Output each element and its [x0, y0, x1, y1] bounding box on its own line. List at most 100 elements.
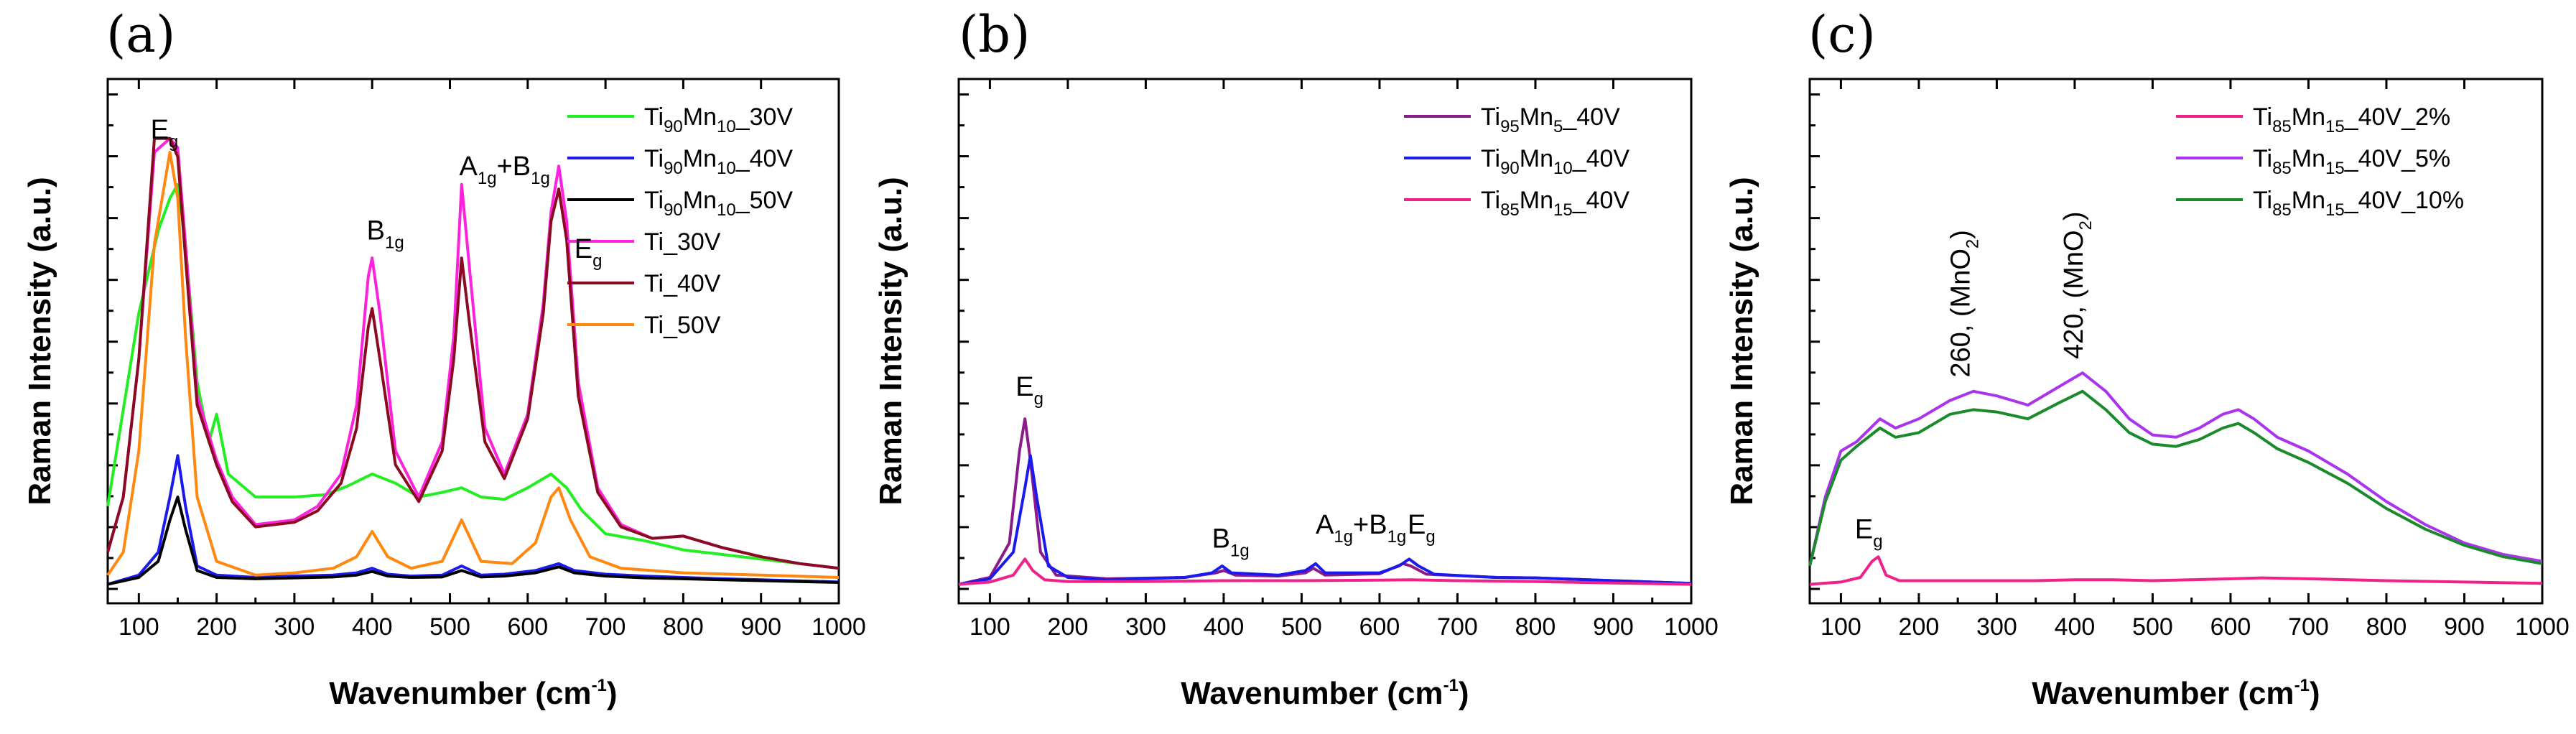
legend-tail: _40V_5% — [2344, 145, 2450, 172]
legend-base: Ti — [644, 270, 664, 297]
legend-sub2: 15 — [1553, 200, 1573, 220]
x-tick-label: 600 — [507, 613, 548, 641]
x-tick-label: 900 — [740, 613, 781, 641]
peak-annotation: Eg — [575, 234, 603, 271]
x-tick-label: 900 — [2444, 613, 2485, 641]
x-tick-label: 400 — [352, 613, 393, 641]
x-tick-label: 700 — [1437, 613, 1478, 641]
panel-label: (a) — [106, 5, 175, 64]
series-line-Ti90Mn10_30V — [106, 182, 840, 570]
legend-base: Ti — [644, 103, 664, 131]
legend: Ti85Mn15_40V_2% Ti85Mn15_40V_5% Ti85Mn15_4… — [2176, 103, 2464, 220]
x-tick-label: 300 — [274, 613, 315, 641]
panel-label: (b) — [959, 5, 1030, 64]
legend-sub1: 85 — [2272, 117, 2292, 136]
x-tick-label: 200 — [196, 613, 237, 641]
x-axis-label: Wavenumber (cm-1) — [2032, 676, 2320, 711]
series-line-Ti85Mn15_40V_10% — [1808, 389, 2543, 567]
x-axis-label-exponent: -1 — [2294, 676, 2310, 695]
x-tick-label: 700 — [585, 613, 626, 641]
legend-tail: _40V — [1572, 187, 1630, 214]
legend-sub2: 5 — [1553, 117, 1563, 136]
legend-label: Ti90Mn10_40V — [644, 145, 793, 178]
annotation-text2: +B — [1353, 510, 1387, 540]
legend-mid: Mn — [1520, 187, 1553, 214]
legend-base: Ti — [644, 228, 664, 256]
annotation-sub: g — [1034, 389, 1043, 409]
legend-sub2: 10 — [1553, 159, 1573, 178]
series-line-Ti90Mn10_40V — [107, 454, 840, 586]
x-axis-label-exponent: -1 — [592, 676, 607, 695]
x-tick-label: 900 — [1593, 613, 1634, 641]
peak-annotation: Eg — [151, 115, 179, 152]
annotation-tail: ) — [2059, 211, 2089, 220]
legend-label: Ti85Mn15_40V_10% — [2253, 187, 2464, 220]
legend-label: Ti_30V — [644, 228, 721, 256]
legend-label: Ti90Mn10_40V — [1481, 145, 1629, 178]
legend-mid: Mn — [683, 103, 717, 131]
peak-annotation: A1g+B1g — [1316, 510, 1406, 547]
series-group — [106, 136, 840, 586]
series-group — [1808, 371, 2543, 586]
legend-tail: _40V — [1572, 145, 1630, 172]
x-tick-label: 400 — [2055, 613, 2096, 641]
legend-mid: Mn — [683, 145, 717, 172]
legend-base: Ti — [1481, 145, 1500, 172]
x-axis-label-close: ) — [607, 676, 618, 711]
panel-1: (a) 100 200 300 400 500 600 700 800 900 1000 Wavenu… — [22, 5, 866, 711]
legend-sub2: 15 — [2325, 117, 2345, 136]
panel-2: (b) 100 200 300 400 500 600 700 800 900 1000 Wavenu… — [873, 5, 1719, 711]
annotation-text2: +B — [497, 152, 531, 182]
x-axis-label-close: ) — [1459, 676, 1469, 711]
peak-annotation: B1g — [367, 216, 404, 253]
annotation-sub: g — [169, 132, 178, 152]
legend-label: Ti_40V — [644, 270, 721, 297]
legend-label: Ti85Mn15_40V_5% — [2253, 145, 2450, 178]
peak-annotation: A1g+B1g — [460, 152, 550, 188]
legend-base: Ti — [1481, 103, 1500, 131]
annotation-text: E — [151, 115, 169, 145]
legend-tail: _50V — [663, 312, 721, 339]
annotation-sub: 2 — [1963, 239, 1982, 248]
legend-tail: _40V — [663, 270, 721, 297]
legend-sub1: 90 — [664, 200, 683, 220]
series-group — [958, 417, 1692, 586]
x-tick-label: 500 — [429, 613, 470, 641]
legend-label: Ti_50V — [644, 312, 721, 339]
y-axis-label: Raman Intensity (a.u.) — [873, 177, 908, 505]
annotation-sub2: 1g — [531, 169, 550, 188]
legend-sub1: 85 — [2272, 200, 2292, 220]
legend-label: Ti85Mn15_40V — [1481, 187, 1629, 220]
annotation-sub: 1g — [385, 233, 404, 253]
annotation-sub: 1g — [1230, 541, 1250, 560]
annotation-text: A — [460, 152, 478, 182]
legend-sub1: 95 — [1500, 117, 1520, 136]
legend-mid: Mn — [2292, 145, 2325, 172]
x-tick-label: 600 — [1359, 613, 1400, 641]
peak-annotation: Eg — [1408, 510, 1436, 547]
annotation-tail: ) — [1945, 230, 1976, 239]
x-tick-label: 300 — [1125, 613, 1166, 641]
annotation-sub: g — [1873, 532, 1882, 552]
legend-base: Ti — [644, 312, 664, 339]
annotation-text: B — [1212, 524, 1230, 554]
legend-label: Ti90Mn10_30V — [644, 103, 793, 136]
annotation-text: E — [1015, 372, 1033, 402]
legend-base: Ti — [644, 145, 664, 172]
legend-label: Ti85Mn15_40V_2% — [2253, 103, 2450, 136]
x-tick-label: 700 — [2288, 613, 2329, 641]
annotation-text: 420, (MnO — [2059, 230, 2089, 359]
x-tick-label: 800 — [1515, 613, 1556, 641]
series-line-Ti85Mn15_40V — [958, 557, 1692, 586]
x-tick-label: 1000 — [1664, 613, 1719, 641]
legend-tail: _40V — [1562, 103, 1620, 131]
series-line-Ti85Mn15_40V_5% — [1808, 371, 2543, 567]
legend-tail: _30V — [663, 228, 721, 256]
legend-sub2: 15 — [2325, 159, 2345, 178]
y-axis-label: Raman Intensity (a.u.) — [22, 177, 57, 505]
x-tick-label: 300 — [1976, 613, 2017, 641]
legend-sub1: 85 — [1500, 200, 1520, 220]
x-tick-label: 100 — [1821, 613, 1861, 641]
peak-annotation: B1g — [1212, 524, 1250, 560]
